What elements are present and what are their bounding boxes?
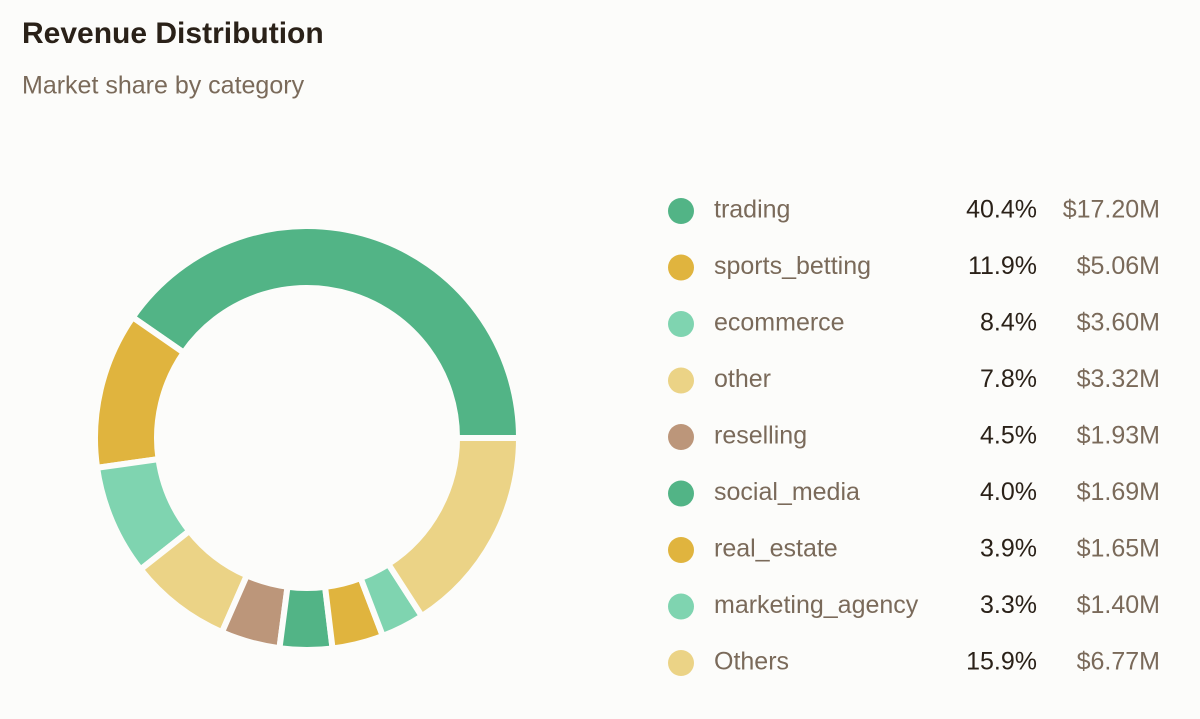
legend-swatch xyxy=(668,593,694,620)
legend-label: marketing_agency xyxy=(714,591,919,619)
revenue-label: $6.77M xyxy=(1077,648,1160,676)
revenue-label: $1.93M xyxy=(1077,422,1160,450)
legend-label: Others xyxy=(714,648,789,676)
legend-swatch xyxy=(668,424,694,450)
legend-label: real_estate xyxy=(714,535,838,563)
legend-swatch xyxy=(668,198,694,224)
revenue-label: $5.06M xyxy=(1077,252,1160,280)
percent-label: 15.9% xyxy=(966,648,1037,676)
legend-swatch xyxy=(668,480,694,507)
legend-label: trading xyxy=(714,196,790,224)
legend-label: ecommerce xyxy=(714,309,845,337)
slice xyxy=(276,583,336,653)
chart-title: Revenue Distribution xyxy=(22,17,324,50)
legend-swatch xyxy=(668,311,694,337)
slice xyxy=(321,574,387,652)
revenue-label: $1.65M xyxy=(1077,535,1160,563)
slice xyxy=(218,571,291,652)
slice xyxy=(92,313,188,472)
legend-label: other xyxy=(714,365,771,393)
percent-label: 40.4% xyxy=(966,196,1037,224)
legend-swatch xyxy=(668,537,694,563)
legend-label: sports_betting xyxy=(714,252,871,280)
percent-label: 11.9% xyxy=(968,252,1037,280)
legend-swatch xyxy=(668,367,694,394)
slice xyxy=(136,526,251,637)
percent-label: 3.3% xyxy=(980,591,1037,619)
revenue-label: $1.69M xyxy=(1077,478,1160,506)
revenue-label: $1.40M xyxy=(1077,591,1160,619)
percent-label: 8.4% xyxy=(980,309,1037,337)
percent-label: 4.0% xyxy=(980,478,1037,506)
revenue-label: $3.32M xyxy=(1077,365,1160,393)
percent-label: 3.9% xyxy=(980,535,1037,563)
percent-label: 7.8% xyxy=(980,365,1037,393)
chart-subtitle: Market share by category xyxy=(22,72,305,100)
legend-label: reselling xyxy=(714,422,807,450)
percent-label: 4.5% xyxy=(980,422,1037,450)
legend-swatch xyxy=(668,254,694,281)
slice xyxy=(93,455,194,574)
revenue-label: $3.60M xyxy=(1077,309,1160,337)
legend-label: social_media xyxy=(714,478,860,506)
slice xyxy=(128,223,523,441)
slice xyxy=(384,435,523,621)
revenue-label: $17.20M xyxy=(1063,196,1160,224)
legend-swatch xyxy=(668,650,694,676)
